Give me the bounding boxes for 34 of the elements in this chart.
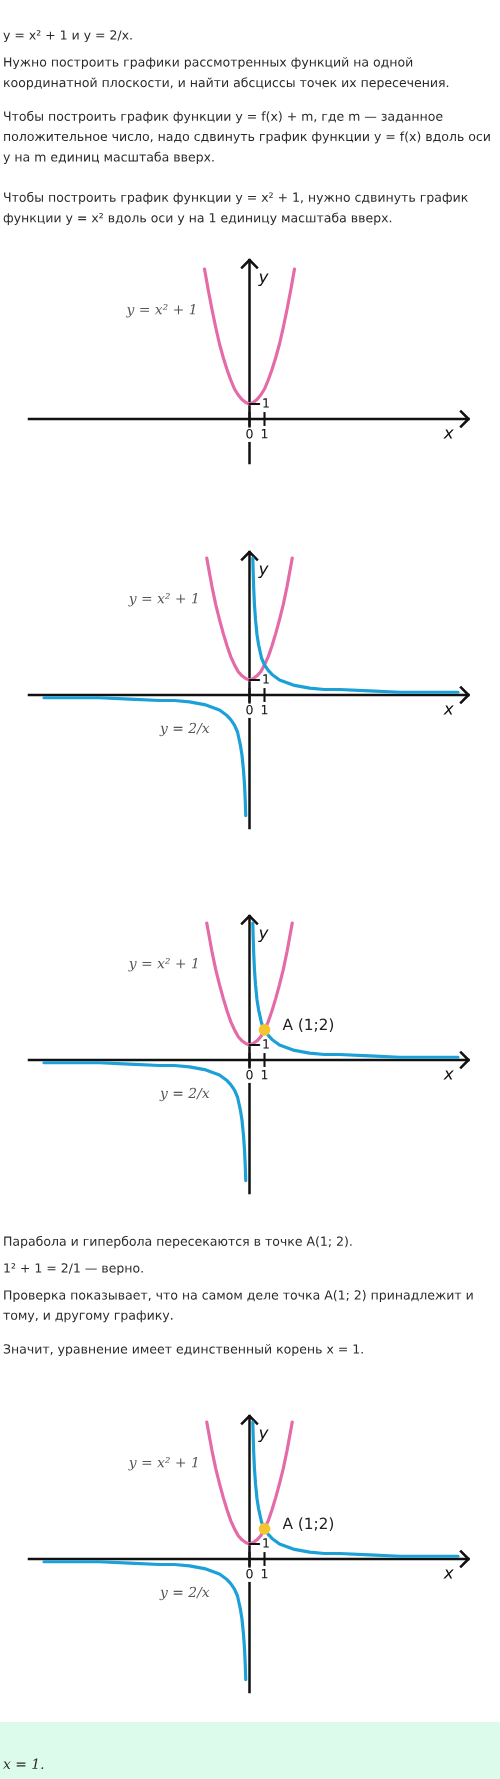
text: y = x² + 1 и y = 2/x. (3, 30, 132, 43)
text: 1² + 1 = 2/1 — верно. (4, 1263, 143, 1276)
series-label: y = x² + 1 (126, 303, 195, 318)
text: x = 1. (3, 1758, 44, 1770)
annotation: 1 (263, 674, 269, 684)
x-axis-title: x (443, 1569, 454, 1579)
y-axis-title: y (258, 565, 269, 579)
series-label: y = x² + 1 (128, 592, 198, 607)
x-axis-title: x (443, 1070, 454, 1080)
annotation: 1 (263, 398, 269, 408)
text: Проверка показывает, что на самом деле точка A(1; 2) принадлежит и тому, и другому графику. (3, 1290, 473, 1323)
series-label: y = x² + 1 (128, 957, 198, 972)
series-label: y = 2/x (159, 1087, 210, 1102)
series-label: y = 2/x (159, 722, 210, 737)
annotation: 1 (263, 1039, 269, 1049)
y-axis-title: y (258, 1429, 269, 1443)
text: Значит, уравнение имеет единственный корень x = 1. (3, 1344, 363, 1357)
x-tick-label: 0 (246, 1069, 253, 1080)
annotation: A (1;2) (282, 1018, 334, 1032)
text: Нужно построить графики рассмотренных функций на одной координатной плоскости, и найти абсциссы точек их пересечения. (4, 57, 449, 90)
x-axis-title: x (443, 429, 454, 439)
y-axis-title: y (258, 273, 269, 287)
x-tick-label: 0 (246, 1568, 253, 1579)
series-label: y = 2/x (159, 1586, 210, 1601)
y-axis-title: y (258, 929, 269, 943)
annotation: 1 (263, 1538, 269, 1548)
text: Чтобы построить график функции y = x² + 1, нужно сдвинуть график функции y = x² вдоль оси y на 1 единицу масштаба вверх. (3, 192, 468, 225)
x-tick-label: 0 (246, 428, 253, 439)
text: Чтобы построить график функции y = f(x) + m, где m — заданное положительное число, надо сдвинуть график функции y = f(x) вдоль оси y на m единиц масштаба вверх. (3, 111, 490, 165)
text: Парабола и гипербола пересекаются в точке A(1; 2). (4, 1236, 352, 1249)
x-tick-label: 0 (246, 704, 253, 715)
annotation: A (1;2) (282, 1517, 334, 1531)
x-axis-title: x (443, 705, 454, 715)
series-label: y = x² + 1 (128, 1456, 198, 1471)
